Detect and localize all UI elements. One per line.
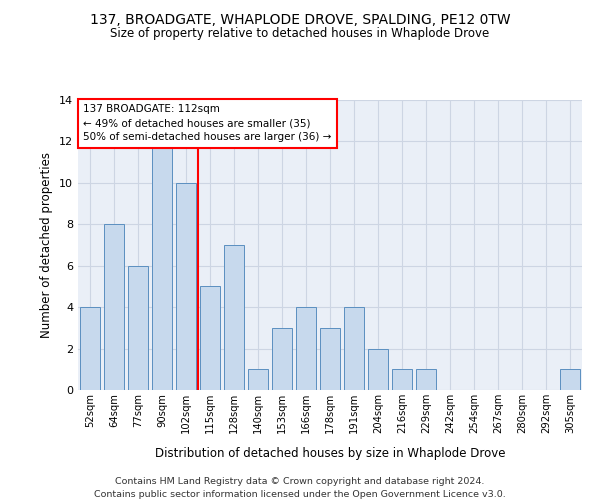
Bar	[320, 328, 340, 390]
Bar	[224, 245, 244, 390]
Bar	[176, 183, 196, 390]
Text: 137 BROADGATE: 112sqm
← 49% of detached houses are smaller (35)
50% of semi-deta: 137 BROADGATE: 112sqm ← 49% of detached …	[83, 104, 331, 142]
Text: Contains HM Land Registry data © Crown copyright and database right 2024.: Contains HM Land Registry data © Crown c…	[115, 478, 485, 486]
Bar	[200, 286, 220, 390]
Bar	[296, 307, 316, 390]
Bar	[104, 224, 124, 390]
Bar	[272, 328, 292, 390]
Bar	[392, 370, 412, 390]
Text: Distribution of detached houses by size in Whaplode Drove: Distribution of detached houses by size …	[155, 448, 505, 460]
Text: Contains public sector information licensed under the Open Government Licence v3: Contains public sector information licen…	[94, 490, 506, 499]
Bar	[368, 348, 388, 390]
Y-axis label: Number of detached properties: Number of detached properties	[40, 152, 53, 338]
Bar	[344, 307, 364, 390]
Text: Size of property relative to detached houses in Whaplode Drove: Size of property relative to detached ho…	[110, 28, 490, 40]
Text: 137, BROADGATE, WHAPLODE DROVE, SPALDING, PE12 0TW: 137, BROADGATE, WHAPLODE DROVE, SPALDING…	[89, 12, 511, 26]
Bar	[80, 307, 100, 390]
Bar	[128, 266, 148, 390]
Bar	[248, 370, 268, 390]
Bar	[416, 370, 436, 390]
Bar	[560, 370, 580, 390]
Bar	[152, 142, 172, 390]
